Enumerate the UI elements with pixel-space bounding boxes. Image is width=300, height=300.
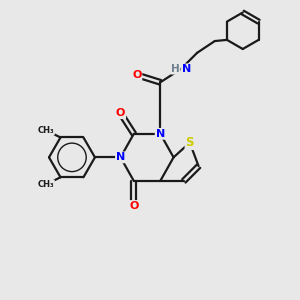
Text: O: O — [132, 70, 141, 80]
Text: CH₃: CH₃ — [38, 180, 54, 189]
Text: N: N — [182, 64, 191, 74]
Text: O: O — [116, 108, 125, 118]
Text: N: N — [116, 152, 125, 162]
Text: N: N — [156, 129, 165, 139]
Text: H: H — [171, 64, 180, 74]
Text: S: S — [185, 136, 194, 149]
Text: O: O — [129, 201, 139, 211]
Text: CH₃: CH₃ — [38, 126, 54, 135]
